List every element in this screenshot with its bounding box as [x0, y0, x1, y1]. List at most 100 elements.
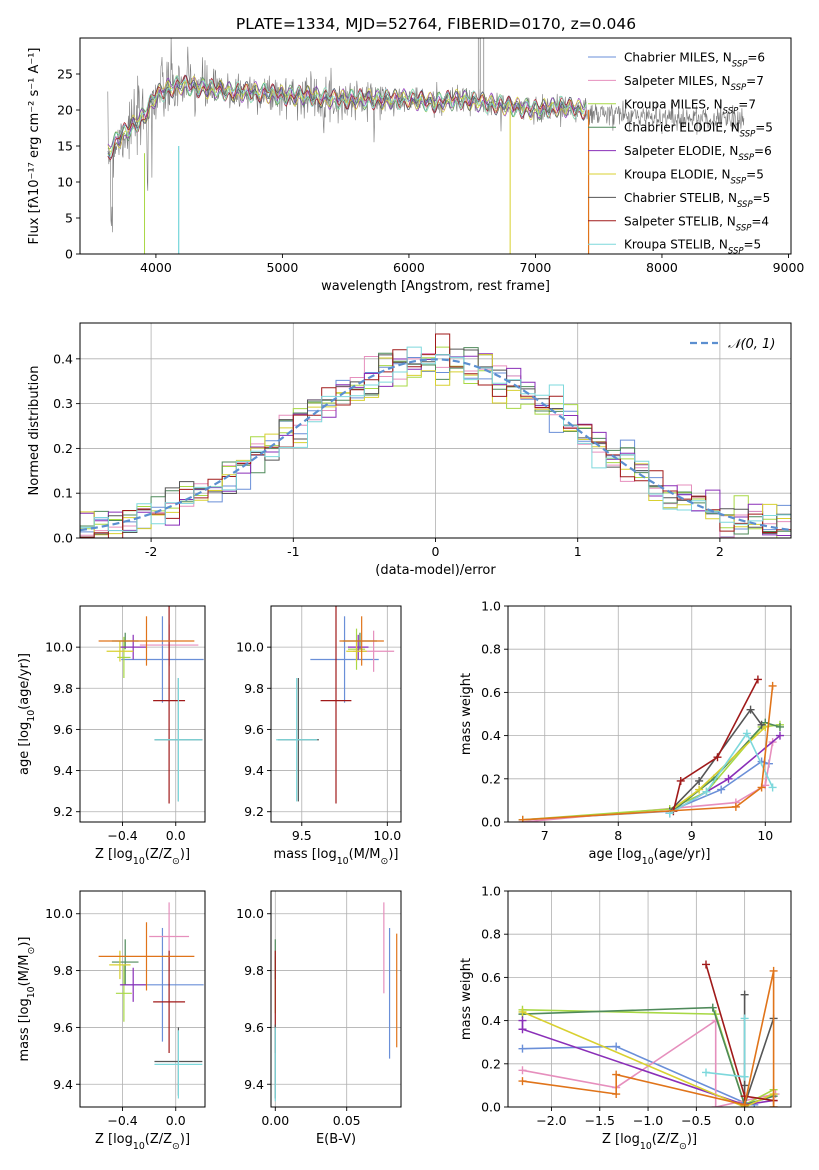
mass-weight-vs-age-x-tick-label: 10: [757, 828, 773, 843]
age-vs-mass-x-axis-label: mass [log10(M/M⊙)]: [274, 847, 399, 867]
spectrum-x-axis-label: wavelength [Angstrom, rest frame]: [321, 279, 550, 294]
residual-histogram-x-axis-label: (data-model)/error: [375, 563, 496, 578]
mass-vs-Z-plot-frame: [79, 890, 206, 1108]
age-vs-mass-frame: 9.5 10.0 9.2 9.4 9.6 9.8 10.0 mass [log10(M/M⊙)…: [236, 605, 402, 867]
mass-weight-vs-age-series-line: [669, 708, 763, 812]
mass-vs-EBV-frame: 0.00 0.05 9.4 9.6 9.8 10.0 E(B-V): [236, 890, 402, 1147]
mass-weight-vs-age-y-tick-label: 0.0: [481, 815, 501, 830]
mass-weight-vs-Z-point-marker: [612, 1070, 621, 1079]
mass-weight-vs-Z-point-marker: [740, 1072, 749, 1081]
mass-weight-vs-Z-x-tick-label: −1.0: [633, 1113, 663, 1128]
mass-weight-vs-age-plot-frame: [507, 605, 792, 823]
mass-weight-vs-age-axes: [508, 605, 791, 823]
age-vs-Z-y-tick-label: 9.4: [53, 763, 73, 778]
mass-weight-vs-Z-point-marker: [702, 960, 711, 969]
legend-label: Salpeter STELIB, NSSP=4: [624, 214, 769, 233]
mass-weight-vs-age-point-marker: [695, 785, 704, 794]
spectrum-lines: [107, 38, 745, 254]
mass-weight-vs-Z-point-marker: [740, 1014, 749, 1023]
residual-histogram-y-axis-label: Normed distribution: [27, 366, 42, 496]
mass-weight-vs-age-series-line: [672, 679, 759, 812]
mass-weight-vs-age-x-tick-label: 9: [688, 828, 696, 843]
residual-histogram-frame: -2 -1 0 1 2 0.0 0.1 0.2 0.3 0.4 (data-model)/error…: [27, 322, 792, 578]
mass-weight-vs-age-point-marker: [775, 731, 784, 740]
histogram-series: [80, 346, 791, 537]
age-vs-Z-frame: −0.4 0.0 9.2 9.4 9.6 9.8 10.0 Z [log10(Z/Z⊙)] ag…: [17, 605, 206, 867]
age-vs-mass-x-tick-label: 9.5: [292, 828, 312, 843]
residual-histogram-y-tick-label: 0.1: [53, 486, 73, 501]
mass-weight-vs-Z-point-marker: [518, 1044, 527, 1053]
mass-weight-vs-age-y-tick-label: 0.2: [481, 771, 501, 786]
mass-weight-vs-age-x-axis-label: age [log10(age/yr)]: [589, 847, 711, 867]
age-vs-Z-x-tick-label: −0.4: [107, 828, 137, 843]
mass-weight-vs-age-x-tick-label: 7: [541, 828, 549, 843]
age-vs-Z-axes: [80, 606, 205, 822]
age-vs-mass-y-tick-label: 9.6: [244, 722, 264, 737]
mass-weight-vs-Z-x-tick-label: 0.0: [735, 1113, 755, 1128]
figure-title: PLATE=1334, MJD=52764, FIBERID=0170, z=0…: [236, 15, 636, 33]
mass-weight-vs-Z-y-tick-label: 0.8: [481, 927, 501, 942]
histogram-steps: [80, 333, 791, 538]
mass-vs-Z-axes: [80, 891, 205, 1107]
mass-weight-vs-Z-y-axis-label: mass weight: [459, 958, 474, 1040]
mass-weight-vs-Z-point-marker: [518, 1007, 527, 1016]
mass-weight-vs-age-point-marker: [717, 785, 726, 794]
residual-histogram-y-tick-label: 0.2: [53, 441, 73, 456]
spectrum-y-axis-label: Flux [fλ10⁻¹⁷ erg cm⁻² s⁻¹ A⁻¹]: [27, 48, 42, 245]
spectrum-y-tick-label: 10: [57, 175, 73, 190]
spectrum-y-tick-label: 25: [57, 67, 73, 82]
legend-label: Kroupa STELIB, NSSP=5: [624, 238, 761, 257]
mass-weight-vs-Z-y-tick-label: 1.0: [481, 884, 501, 899]
legend-label: Kroupa ELODIE, NSSP=5: [624, 168, 764, 187]
mass-weight-vs-Z-y-tick-label: 0.6: [481, 970, 501, 985]
mass-vs-EBV-y-tick-label: 9.6: [244, 1020, 264, 1035]
legend-label: Chabrier MILES, NSSP=6: [624, 51, 765, 70]
age-vs-mass-points: [276, 606, 395, 804]
mass-weight-vs-age-y-tick-label: 0.4: [481, 728, 501, 743]
age-vs-Z-y-tick-label: 10.0: [45, 640, 73, 655]
mass-vs-Z-y-tick-label: 10.0: [45, 906, 73, 921]
mass-weight-vs-Z-point-marker: [518, 1066, 527, 1075]
mass-vs-EBV-y-tick-label: 9.4: [244, 1077, 264, 1092]
mass-weight-vs-age-point-marker: [753, 675, 762, 684]
mass-weight-vs-age-point-marker: [676, 776, 685, 785]
age-vs-Z-points: [98, 606, 204, 804]
mass-weight-vs-age-series-line: [669, 731, 774, 815]
mass-weight-vs-Z-point-marker: [740, 1092, 749, 1101]
mass-weight-vs-Z-point-marker: [708, 1003, 717, 1012]
residual-histogram-x-tick-label: 1: [574, 544, 582, 559]
legend-label: Chabrier ELODIE, NSSP=5: [624, 121, 773, 140]
spectrum-frame: 4000 5000 6000 7000 8000 9000 0 5 10 15 20 25 wavele…: [27, 37, 804, 294]
mass-vs-Z-points: [98, 902, 204, 1099]
gaussian-reference-line: [80, 358, 791, 532]
mass-weight-vs-Z-series-line: [521, 1020, 774, 1106]
age-vs-Z-y-tick-label: 9.6: [53, 722, 73, 737]
spectrum-y-tick-label: 15: [57, 139, 73, 154]
mass-weight-vs-age-point-marker: [702, 787, 711, 796]
mass-weight-vs-Z-point-marker: [740, 1100, 749, 1107]
mass-weight-vs-age-point-marker: [724, 774, 733, 783]
mass-vs-EBV-x-tick-label: 0.05: [333, 1113, 361, 1128]
mass-weight-vs-Z-point-marker: [711, 1103, 720, 1107]
histogram-legend: 𝒩(0, 1): [690, 337, 775, 352]
mass-weight-vs-age-point-marker: [775, 722, 784, 731]
mass-weight-vs-Z-y-tick-label: 0.4: [481, 1013, 501, 1028]
mass-weight-vs-age-y-tick-label: 0.6: [481, 685, 501, 700]
mass-weight-vs-Z-y-tick-label: 0.2: [481, 1056, 501, 1071]
mass-vs-Z-y-tick-label: 9.8: [53, 963, 73, 978]
mass-vs-Z-x-tick-label: −0.4: [107, 1113, 137, 1128]
mass-vs-EBV-y-tick-label: 10.0: [236, 906, 264, 921]
legend-label: Kroupa MILES, NSSP=7: [624, 97, 756, 116]
mass-weight-vs-Z-point-marker: [702, 1068, 711, 1077]
mass-weight-vs-age-x-tick-label: 8: [614, 828, 622, 843]
mass-weight-vs-age-point-marker: [757, 720, 766, 729]
mass-weight-vs-Z-axes: [508, 890, 791, 1108]
mass-weight-vs-Z-y-tick-label: 0.0: [481, 1100, 501, 1115]
age-vs-mass-y-tick-label: 9.4: [244, 763, 264, 778]
spectrum-y-tick-label: 0: [65, 247, 73, 262]
mass-vs-Z-frame: −0.4 0.0 9.4 9.6 9.8 10.0 Z [log10(Z/Z⊙)] mass …: [17, 890, 206, 1152]
mass-weight-vs-age-frame: 7 8 9 10 0.0 0.2 0.4 0.6 0.8 1.0 age [log10(age/yr…: [459, 599, 792, 867]
spectrum-y-tick-label: 20: [57, 103, 73, 118]
legend-label: 𝒩(0, 1): [728, 337, 775, 352]
legend-label: Chabrier STELIB, NSSP=5: [624, 191, 770, 210]
